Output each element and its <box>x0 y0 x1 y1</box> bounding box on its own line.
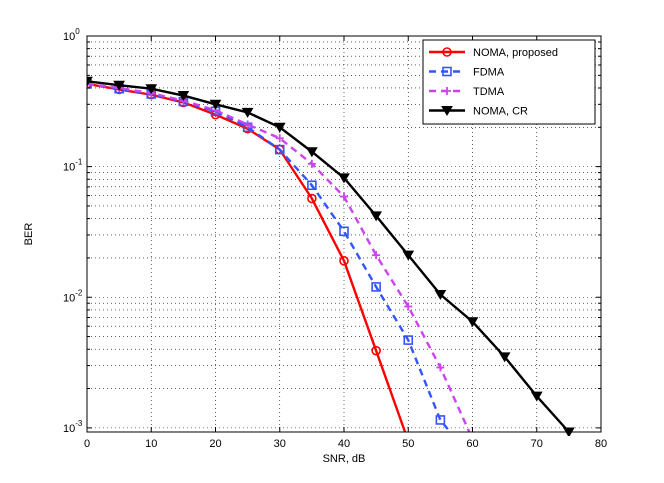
legend-label: TDMA <box>473 86 505 98</box>
data-point-square <box>442 66 452 77</box>
data-point-triangle <box>434 289 447 300</box>
data-point-triangle <box>441 106 453 116</box>
x-tick-label: 10 <box>145 438 157 450</box>
x-tick-label: 80 <box>595 438 607 450</box>
series-line <box>87 80 570 433</box>
data-point-plus <box>307 159 316 168</box>
data-point-triangle <box>113 80 125 91</box>
y-tick-label: 10-3 <box>63 419 83 435</box>
data-point-triangle <box>498 352 511 363</box>
legend-item: TDMA <box>429 86 505 98</box>
data-point-triangle <box>338 173 350 184</box>
x-tick-label: 20 <box>209 438 221 450</box>
y-tick-label: 100 <box>63 27 80 43</box>
data-point-triangle <box>530 391 543 402</box>
data-point-square <box>307 180 317 191</box>
data-point-triangle <box>402 250 415 261</box>
legend-item: FDMA <box>429 67 505 79</box>
data-point-triangle <box>209 99 222 110</box>
x-tick-label: 50 <box>402 438 414 450</box>
data-point-plus <box>404 302 413 311</box>
data-point-circle <box>339 256 349 266</box>
legend-label: FDMA <box>473 67 505 79</box>
legend-label: NOMA, proposed <box>473 47 558 59</box>
data-point-circle <box>442 47 452 57</box>
x-tick-label: 30 <box>274 438 286 450</box>
data-point-plus <box>443 87 451 95</box>
x-tick-label: 40 <box>338 438 350 450</box>
x-tick-label: 60 <box>466 438 478 450</box>
data-point-circle <box>371 345 381 356</box>
data-point-triangle <box>241 107 254 118</box>
legend: NOMA, proposed FDMA TDMA NOMA, CR <box>422 39 596 125</box>
series-noma-cr <box>87 76 575 436</box>
y-tick-label: 10-1 <box>63 158 83 174</box>
data-point-triangle <box>273 122 286 133</box>
legend-item: NOMA, proposed <box>429 47 558 59</box>
data-point-square <box>339 226 349 237</box>
data-point-square <box>435 415 446 425</box>
data-point-plus <box>436 363 445 372</box>
data-point-plus <box>243 120 252 129</box>
data-point-plus <box>340 192 348 201</box>
data-point-triangle <box>466 317 479 328</box>
data-point-square <box>403 335 414 345</box>
y-axis-label: BER <box>23 223 35 246</box>
data-point-square <box>274 144 285 155</box>
legend-label: NOMA, CR <box>473 106 528 118</box>
ticks: 0 10 20 30 40 50 60 70 80 100 10-1 10-2 10-3 <box>63 27 607 450</box>
data-point-plus <box>87 79 91 88</box>
legend-item: NOMA, CR <box>429 106 528 118</box>
x-tick-label: 70 <box>531 438 543 450</box>
data-point-plus <box>275 134 284 143</box>
data-point-plus <box>372 251 381 260</box>
data-point-triangle <box>370 211 382 222</box>
series-layer <box>87 76 575 436</box>
data-point-triangle <box>306 147 318 158</box>
data-point-circle <box>307 193 317 204</box>
data-point-triangle <box>145 84 158 95</box>
x-tick-label: 0 <box>84 438 90 450</box>
data-point-triangle <box>177 91 190 102</box>
data-point-triangle <box>87 76 93 87</box>
data-point-square <box>371 282 381 292</box>
x-axis-label: SNR, dB <box>323 453 366 465</box>
y-tick-label: 10-2 <box>63 288 83 304</box>
